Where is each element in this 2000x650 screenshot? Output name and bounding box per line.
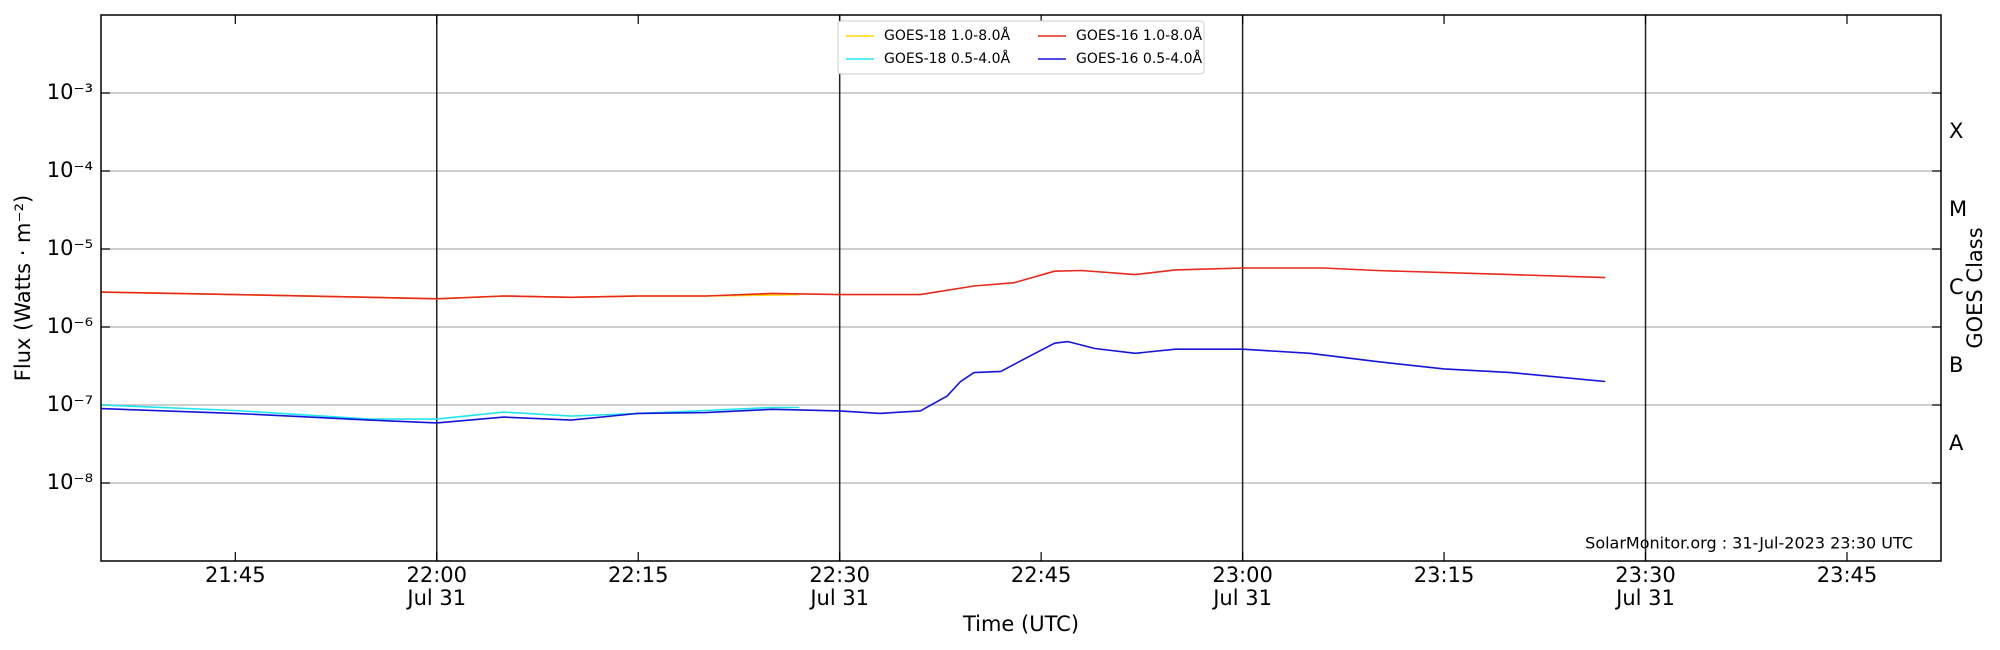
x-axis-label: Time (UTC) (962, 612, 1079, 636)
y-tick-label: 10⁻³ (47, 80, 93, 104)
series-line (100, 404, 800, 420)
legend-box (837, 20, 1205, 75)
y-axis-label: Flux (Watts · m⁻²) (11, 195, 35, 381)
y-tick-label: 10⁻⁴ (47, 158, 93, 182)
y2-axis-label: GOES Class (1963, 227, 1987, 348)
x-tick-label: 22:00 (407, 563, 468, 587)
x-tick-date: Jul 31 (1211, 586, 1272, 610)
legend-label: GOES-16 1.0-8.0Å (1076, 27, 1202, 44)
y2-tick-label: B (1949, 353, 1963, 377)
annotation: SolarMonitor.org : 31-Jul-2023 23:30 UTC (1585, 534, 1913, 553)
x-tick-label: 21:45 (205, 563, 266, 587)
x-tick-label: 22:45 (1011, 563, 1072, 587)
legend: GOES-18 1.0-8.0Å GOES-16 1.0-8.0Å GOES-18 … (837, 20, 1205, 75)
x-tick-label: 22:15 (608, 563, 669, 587)
legend-label: GOES-18 0.5-4.0Å (884, 50, 1010, 67)
y2-tick-label: M (1949, 197, 1967, 221)
x-tick-label: 23:00 (1212, 563, 1273, 587)
y-tick-label: 10⁻⁵ (47, 236, 93, 260)
y2-tick-label: C (1949, 275, 1964, 299)
x-tick-label: 22:30 (809, 563, 870, 587)
x-tick-label: 23:15 (1414, 563, 1475, 587)
x-tick-date: Jul 31 (808, 586, 869, 610)
x-tick-date: Jul 31 (1614, 586, 1675, 610)
x-tick-date: Jul 31 (405, 586, 466, 610)
plot-frame (100, 14, 1942, 562)
x-tick-label: 23:30 (1615, 563, 1676, 587)
series-line (100, 340, 1606, 424)
legend-label: GOES-18 1.0-8.0Å (884, 27, 1010, 44)
series-line (100, 267, 1606, 300)
y-tick-label: 10⁻⁶ (47, 314, 93, 338)
legend-label: GOES-16 0.5-4.0Å (1076, 50, 1202, 67)
y-tick-label: 10⁻⁷ (47, 392, 93, 416)
x-tick-label: 23:45 (1817, 563, 1878, 587)
y2-tick-label: A (1949, 431, 1964, 455)
y2-tick-label: X (1949, 119, 1963, 143)
y-tick-label: 10⁻⁸ (47, 470, 93, 494)
